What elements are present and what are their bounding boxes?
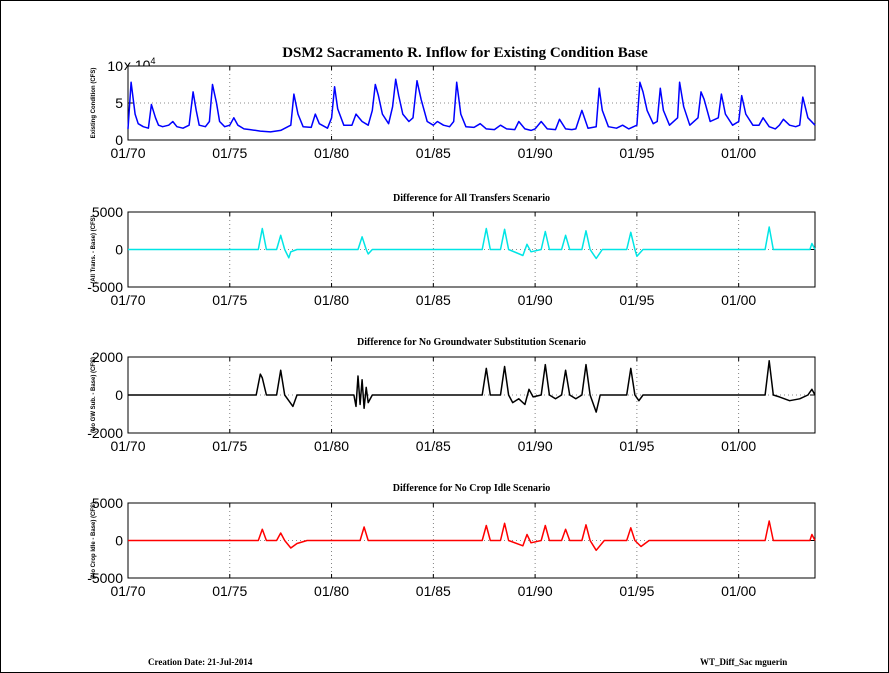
series-line: [128, 226, 816, 260]
y-tick-label: 0: [115, 132, 123, 148]
x-tick-label: 01/85: [416, 292, 451, 308]
x-tick-label: 01/75: [212, 145, 247, 161]
x-tick-label: 01/80: [314, 438, 349, 454]
panel-title: Difference for No Crop Idle Scenario: [393, 483, 550, 494]
y-tick-label: -2000: [87, 425, 123, 441]
y-tick-label: 5000: [92, 204, 123, 220]
panel-title: Difference for All Transfers Scenario: [393, 193, 550, 204]
x-tick-label: 01/70: [110, 438, 145, 454]
x-tick-label: 01/80: [314, 292, 349, 308]
y-tick-label: 0: [115, 242, 123, 258]
x-tick-label: 01/75: [212, 292, 247, 308]
y-tick-label: -5000: [87, 570, 123, 586]
y-tick-label: 2000: [92, 349, 123, 365]
x-tick-label: 01/95: [619, 438, 654, 454]
x-tick-label: 01/95: [619, 292, 654, 308]
x-tick-label: 01/90: [518, 438, 553, 454]
panel-no-gw-sub: 01/70 01/75 01/80 01/85 01/90 01/95 01/00 2000 0…: [87, 337, 816, 454]
series-line: [128, 360, 816, 413]
series-line: [127, 78, 816, 133]
y-tick-label: 0: [115, 387, 123, 403]
y-axis-label: (No GW Sub. - Base) (CFS): [91, 357, 97, 433]
x-tick-label: 01/00: [721, 438, 756, 454]
x-tick-label: 01/70: [110, 583, 145, 599]
x-tick-label: 01/90: [518, 145, 553, 161]
y-tick-label: 5000: [92, 495, 123, 511]
panel-no-crop-idle: 01/70 01/75 01/80 01/85 01/90 01/95 01/00 5000 0…: [87, 483, 816, 599]
x-tick-label: 01/70: [110, 292, 145, 308]
y-axis-label: (All Trans. - Base) (CFS): [91, 215, 97, 283]
y-axis-label: (No Crop Idle - Base) (CFS): [91, 502, 97, 579]
x-tick-label: 01/80: [314, 583, 349, 599]
x-tick-label: 01/90: [518, 292, 553, 308]
page-title: DSM2 Sacramento R. Inflow for Existing C…: [282, 45, 648, 61]
panel-title: Difference for No Groundwater Substituti…: [357, 337, 586, 348]
footer-file-user: WT_Diff_Sac mguerin: [700, 657, 787, 667]
axes-box: [127, 65, 816, 141]
x-tick-label: 01/00: [721, 145, 756, 161]
y-tick-label: 0: [115, 533, 123, 549]
x-tick-label: 01/90: [518, 583, 553, 599]
panel-base: 01/70 01/75 01/80 01/85 01/90 01/95 01/00 0 5 10 E…: [91, 58, 816, 161]
x-tick-label: 01/75: [212, 583, 247, 599]
x-tick-label: 01/85: [416, 145, 451, 161]
footer-creation-date: Creation Date: 21-Jul-2014: [148, 657, 253, 667]
x-tick-label: 01/00: [721, 292, 756, 308]
x-tick-label: 01/85: [416, 583, 451, 599]
panel-all-transfers: 01/70 01/75 01/80 01/85 01/90 01/95 01/00 5000 0…: [87, 193, 816, 308]
x-tick-label: 01/75: [212, 438, 247, 454]
y-tick-label: -5000: [87, 279, 123, 295]
x-tick-label: 01/80: [314, 145, 349, 161]
x-tick-label: 01/00: [721, 583, 756, 599]
x-tick-label: 01/95: [619, 583, 654, 599]
x-tick-label: 01/70: [110, 145, 145, 161]
series-line: [128, 520, 816, 552]
y-tick-label: 10: [107, 58, 123, 74]
x-tick-label: 01/95: [619, 145, 654, 161]
y-axis-label: Existing Condition (CFS): [91, 68, 97, 139]
y-tick-label: 5: [115, 95, 123, 111]
x-tick-label: 01/85: [416, 438, 451, 454]
exponent-superscript: 4: [150, 56, 155, 66]
